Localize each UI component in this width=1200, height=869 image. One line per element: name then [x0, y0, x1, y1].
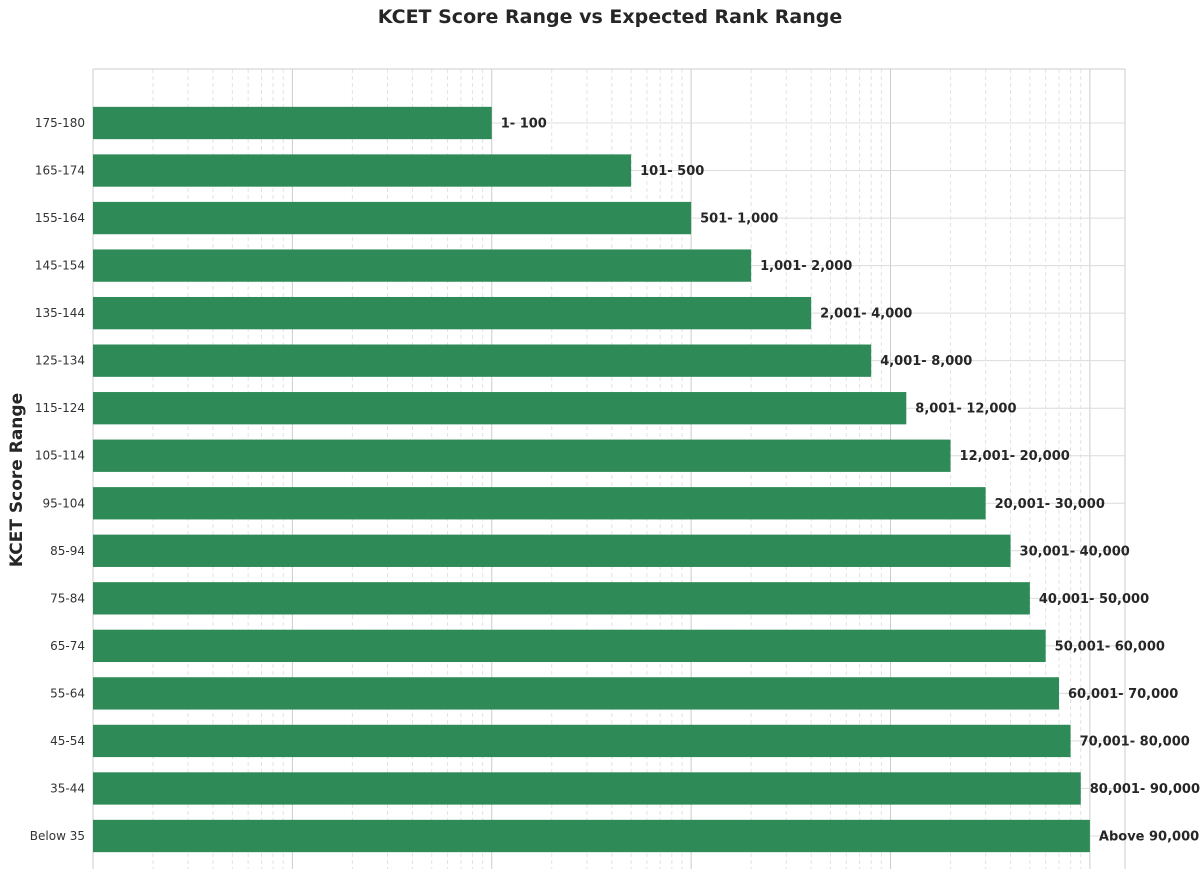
y-tick-label: 45-54 — [50, 734, 85, 748]
bar-value-label: 12,001- 20,000 — [960, 449, 1070, 464]
bar-value-label: 501- 1,000 — [700, 212, 778, 227]
y-axis-label: KCET Score Range — [7, 393, 27, 567]
bar — [93, 439, 951, 472]
y-tick-label: 165-174 — [35, 164, 85, 178]
bar-value-label: 50,001- 60,000 — [1055, 639, 1165, 654]
bar — [93, 201, 692, 235]
bar-value-label: 1- 100 — [501, 117, 547, 132]
bar-value-label: 40,001- 50,000 — [1039, 592, 1149, 607]
y-tick-label: Below 35 — [30, 829, 85, 843]
y-tick-label: 75-84 — [50, 591, 85, 605]
bar-value-label: 101- 500 — [640, 164, 704, 179]
y-tick-label: 145-154 — [35, 259, 85, 273]
bar-value-label: 4,001- 8,000 — [880, 354, 972, 369]
bar-value-label: 8,001- 12,000 — [915, 402, 1016, 417]
bar — [93, 106, 492, 140]
y-tick-label: 35-44 — [50, 781, 85, 795]
bar-value-label: 20,001- 30,000 — [995, 497, 1105, 512]
bar — [93, 392, 907, 425]
bar — [93, 772, 1081, 805]
y-tick-label: 155-164 — [35, 211, 85, 225]
bar — [93, 677, 1060, 710]
y-tick-label: 95-104 — [42, 496, 85, 510]
plot-area: 1- 100 175-180 101- 500 165-174 501- 1,000 15… — [30, 68, 1200, 869]
y-tick-label: 85-94 — [50, 544, 85, 558]
y-tick-label: 125-134 — [35, 354, 85, 368]
y-tick-label: 105-114 — [35, 449, 85, 463]
bar-value-label: 2,001- 4,000 — [820, 307, 912, 322]
bar — [93, 582, 1030, 615]
y-tick-label: 175-180 — [35, 116, 85, 130]
y-tick-label: 115-124 — [35, 401, 85, 415]
bar — [93, 724, 1071, 758]
y-tick-label: 65-74 — [50, 639, 85, 653]
bar — [93, 629, 1046, 663]
bar-value-label: Above 90,000 — [1099, 830, 1199, 845]
bar — [93, 296, 812, 330]
bar — [93, 534, 1011, 567]
bar-value-label: 70,001- 80,000 — [1080, 734, 1190, 749]
bar-value-label: 80,001- 90,000 — [1090, 782, 1200, 797]
bar — [93, 819, 1090, 853]
bar — [93, 154, 632, 187]
bar-value-label: 1,001- 2,000 — [760, 259, 852, 274]
bar-value-label: 60,001- 70,000 — [1068, 687, 1178, 702]
bar — [93, 487, 986, 520]
chart-title: KCET Score Range vs Expected Rank Range — [378, 6, 843, 28]
bar-value-label: 30,001- 40,000 — [1020, 544, 1130, 559]
y-tick-label: 135-144 — [35, 306, 85, 320]
bar — [93, 344, 872, 377]
bar — [93, 249, 752, 282]
y-tick-label: 55-64 — [50, 686, 85, 700]
